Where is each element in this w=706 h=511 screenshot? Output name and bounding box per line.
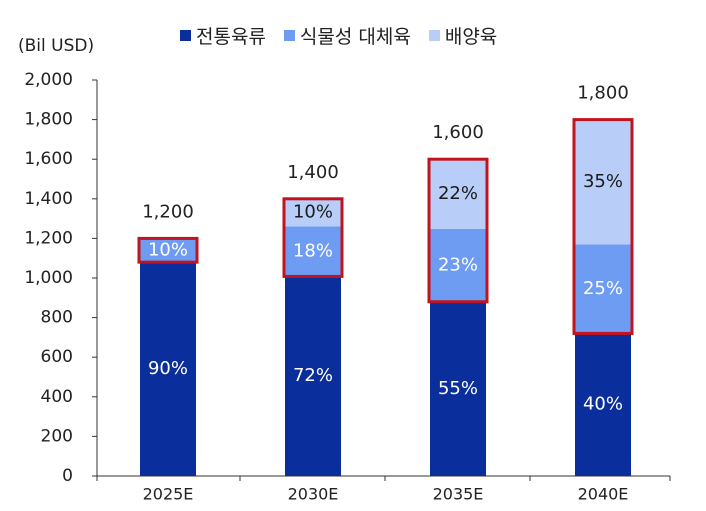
y-axis-unit-label: (Bil USD) — [18, 36, 95, 56]
bar-segment-plant-based — [430, 228, 486, 302]
bar-total-label: 1,800 — [577, 83, 629, 104]
alt-protein-highlight-box — [427, 157, 489, 304]
bar-total-label: 1,400 — [287, 162, 339, 183]
bar-segment-traditional — [285, 276, 341, 476]
y-tick-label: 600 — [41, 347, 73, 367]
segment-label: 22% — [438, 183, 478, 204]
legend-swatch-cultured — [428, 30, 440, 41]
x-tick-label: 2030E — [288, 485, 339, 504]
y-tick-label: 1,200 — [24, 228, 73, 248]
y-tick-label: 200 — [41, 426, 73, 446]
legend-item-cultured: 배양육 — [428, 22, 498, 49]
legend-item-plant-based: 식물성 대체육 — [283, 22, 411, 49]
bar-segment-plant-based — [285, 226, 341, 277]
bar-segment-cultured — [430, 159, 486, 229]
bar-segment-traditional — [430, 301, 486, 476]
bar-total-label: 1,200 — [142, 201, 194, 222]
alt-protein-highlight-box — [282, 197, 344, 278]
y-tick-label: 1,800 — [24, 110, 73, 130]
x-tick-label: 2035E — [433, 485, 484, 504]
y-tick-label: 1,600 — [24, 149, 73, 169]
segment-label: 40% — [583, 394, 623, 415]
legend-item-traditional: 전통육류 — [180, 22, 266, 49]
segment-label: 10% — [293, 202, 333, 223]
legend-label-plant-based: 식물성 대체육 — [299, 26, 411, 48]
legend-label-cultured: 배양육 — [444, 26, 498, 48]
legend-label-traditional: 전통육류 — [196, 26, 266, 48]
bar-segment-traditional — [575, 333, 631, 476]
y-tick-label: 0 — [62, 466, 73, 486]
bar-total-label: 1,600 — [432, 122, 484, 143]
y-tick-label: 1,000 — [24, 268, 73, 288]
legend-swatch-traditional — [180, 30, 191, 41]
x-tick-label: 2025E — [143, 485, 194, 504]
bar-segment-plant-based — [575, 244, 631, 334]
bar-segment-traditional — [140, 262, 196, 476]
y-tick-label: 800 — [41, 308, 73, 328]
segment-label: 18% — [293, 240, 333, 261]
alt-protein-highlight-box — [572, 118, 634, 335]
segment-label: 23% — [438, 254, 478, 275]
segment-label: 55% — [438, 378, 478, 399]
segment-label: 25% — [583, 278, 623, 299]
segment-label: 72% — [293, 365, 333, 386]
x-tick-label: 2040E — [578, 485, 629, 504]
legend: 전통육류 식물성 대체육 배양육 — [180, 22, 515, 49]
segment-label: 90% — [148, 358, 188, 379]
legend-swatch-plant-based — [283, 30, 295, 41]
y-tick-label: 2,000 — [24, 70, 73, 90]
bar-segment-cultured — [285, 198, 341, 227]
alt-protein-highlight-box — [137, 236, 199, 264]
segment-label: 35% — [583, 171, 623, 192]
bar-segment-plant-based — [140, 238, 196, 263]
bar-segment-cultured — [575, 119, 631, 245]
segment-label: 10% — [148, 239, 188, 260]
y-tick-label: 400 — [41, 387, 73, 407]
y-tick-label: 1,400 — [24, 189, 73, 209]
